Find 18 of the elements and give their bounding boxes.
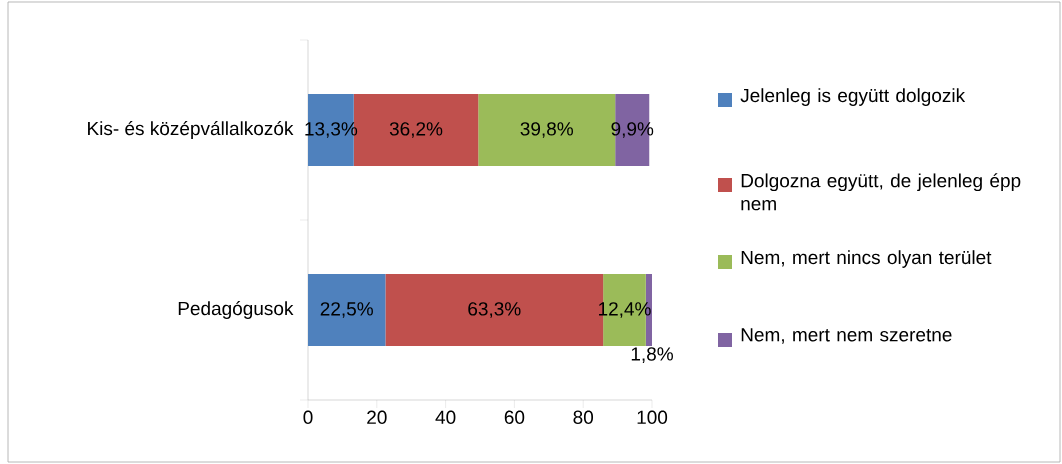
bar — [308, 274, 386, 346]
data-label: 22,5% — [320, 302, 373, 318]
data-label: 36,2% — [389, 122, 443, 138]
legend-label: Nem, mert nem szeretne — [741, 328, 952, 344]
legend-label: Jelenleg is együtt dolgozik — [740, 88, 966, 106]
x-tick-label: 40 — [435, 410, 456, 424]
x-tick-label: 100 — [637, 410, 668, 424]
data-label: 63,3% — [468, 302, 521, 318]
legend-label: Dolgozna együtt, de jelenleg épp nem — [741, 173, 1021, 211]
x-tick-label: 20 — [367, 410, 387, 424]
y-tick-label: Kis- és középvállalkozók — [88, 121, 294, 139]
x-tick-label: 0 — [303, 410, 313, 424]
data-label: 39,8% — [520, 122, 573, 138]
x-tick-label: 60 — [504, 410, 525, 424]
x-tick-label: 80 — [573, 410, 594, 424]
legend-label: Nem, mert nincs olyan terület — [741, 250, 992, 268]
data-label: 1,8% — [631, 347, 673, 363]
y-tick-label: Pedagógusok — [178, 301, 294, 319]
